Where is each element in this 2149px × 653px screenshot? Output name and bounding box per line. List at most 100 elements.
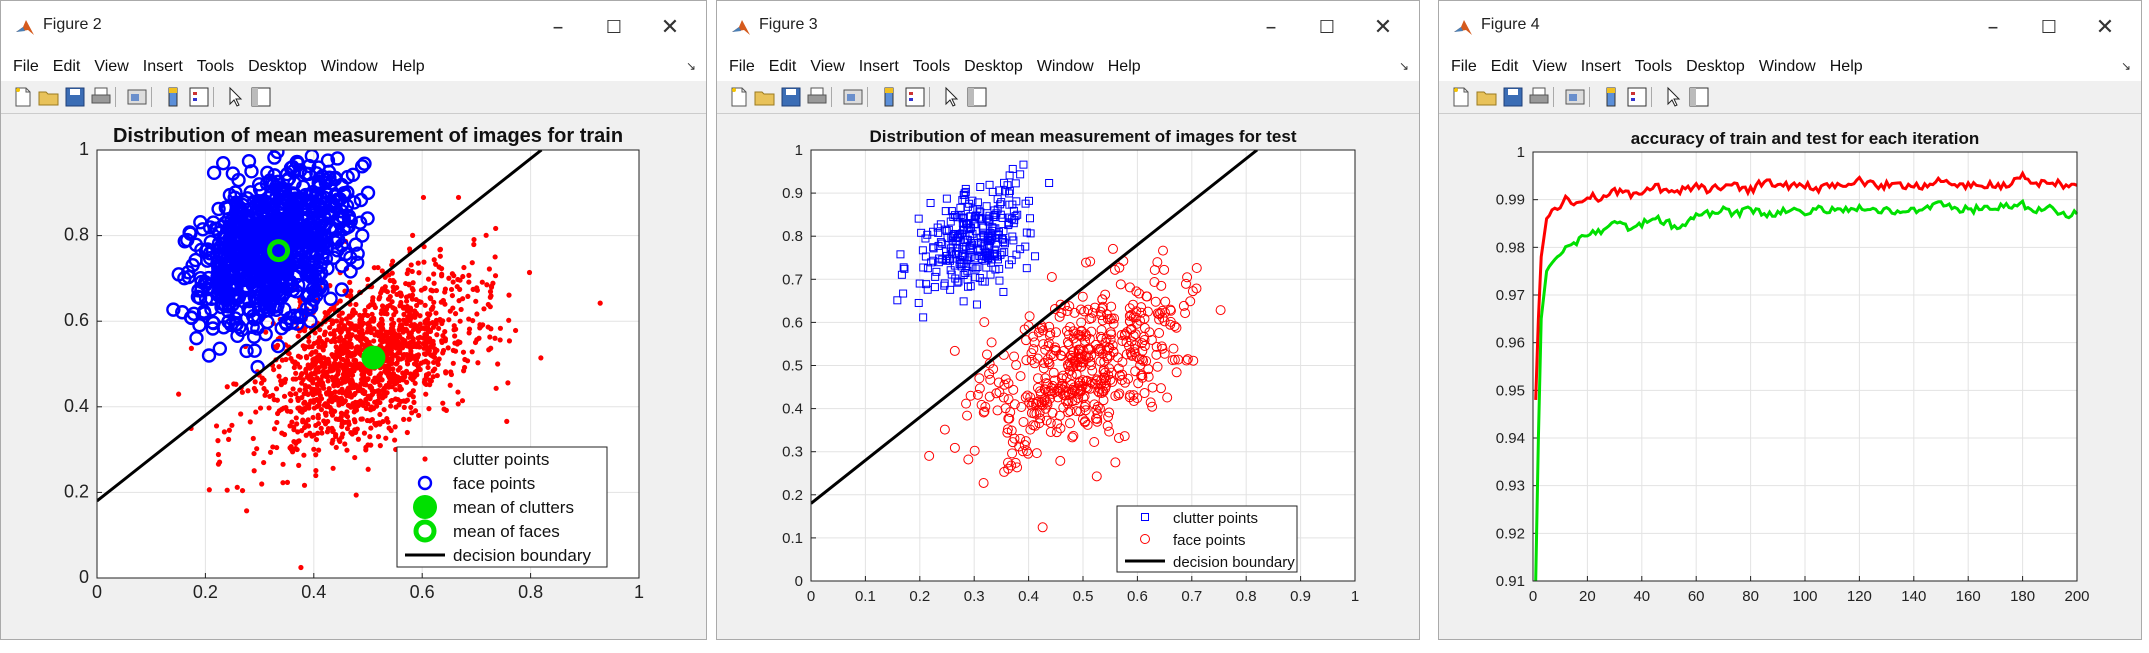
save-icon[interactable] (779, 85, 803, 109)
print-icon[interactable] (805, 85, 829, 109)
link-plot-icon[interactable] (1563, 85, 1587, 109)
data-point (506, 338, 513, 344)
menu-file[interactable]: File (1451, 58, 1477, 75)
pointer-icon[interactable] (939, 85, 963, 109)
data-point (1009, 206, 1018, 215)
close-button[interactable]: ✕ (1373, 15, 1393, 40)
chart-title: Distribution of mean measurement of imag… (870, 127, 1297, 146)
menu-view[interactable]: View (94, 58, 129, 75)
new-file-icon[interactable] (727, 85, 751, 109)
menu-view[interactable]: View (1532, 58, 1567, 75)
data-point (312, 386, 318, 393)
open-folder-icon[interactable] (753, 85, 777, 109)
close-button[interactable]: ✕ (660, 15, 680, 40)
train-scatter-chart[interactable]: 0 0.2 0.4 0.6 0.8 1 0 0.2 0.4 0.6 0.8 1 Distribution… (3, 114, 706, 639)
data-point (427, 328, 434, 335)
menu-insert[interactable]: Insert (858, 58, 899, 75)
close-button[interactable]: ✕ (2095, 15, 2115, 40)
menu-file[interactable]: File (729, 58, 755, 75)
menu-help[interactable]: Help (1107, 58, 1141, 75)
data-point (291, 364, 297, 371)
data-point (367, 384, 373, 390)
data-point (314, 375, 320, 381)
data-point (1034, 418, 1045, 429)
colorbar-icon[interactable] (1599, 85, 1623, 109)
property-editor-icon[interactable] (965, 85, 989, 109)
maximize-button[interactable]: ☐ (2040, 17, 2058, 38)
new-file-icon[interactable] (11, 85, 35, 109)
link-plot-icon[interactable] (125, 85, 149, 109)
new-file-icon[interactable] (1449, 85, 1473, 109)
menu-edit[interactable]: Edit (52, 58, 81, 75)
menu-tools[interactable]: Tools (912, 58, 951, 75)
data-point (422, 302, 428, 308)
minimize-button[interactable]: – (1987, 15, 1999, 40)
maximize-button[interactable]: ☐ (605, 17, 623, 38)
menu-desktop[interactable]: Desktop (1686, 58, 1745, 75)
y-tick-label: 0.2 (64, 481, 89, 501)
y-tick-label: 0.99 (1496, 192, 1525, 209)
menu-window[interactable]: Window (1036, 58, 1094, 75)
accuracy-line-chart[interactable]: 0 20 40 60 80 100 120 140 160 180 200 0.91 0.92 0.93 0… (1441, 114, 2141, 639)
title-bar[interactable]: Figure 3 – ☐ ✕ (717, 1, 1419, 55)
data-point (441, 406, 447, 412)
save-icon[interactable] (1501, 85, 1525, 109)
menu-view[interactable]: View (810, 58, 845, 75)
menu-insert[interactable]: Insert (1580, 58, 1621, 75)
data-point (294, 446, 300, 453)
data-point (460, 349, 467, 355)
link-plot-icon[interactable] (841, 85, 865, 109)
open-folder-icon[interactable] (37, 85, 61, 109)
data-point (1143, 364, 1154, 375)
print-icon[interactable] (1527, 85, 1551, 109)
menu-tools[interactable]: Tools (196, 58, 235, 75)
title-bar[interactable]: Figure 2 – ☐ ✕ (1, 1, 706, 55)
menu-help[interactable]: Help (391, 58, 425, 75)
data-point (344, 388, 350, 394)
colorbar-icon[interactable] (877, 85, 901, 109)
test-scatter-chart[interactable]: 0 0.1 0.2 0.3 0.4 0.5 0.6 0.7 0.8 0.9 1 0 0.1 0.2 0.3 0… (719, 114, 1419, 639)
data-point (251, 177, 267, 192)
dock-arrow-icon[interactable]: ↘ (685, 59, 696, 73)
legend-icon[interactable] (187, 85, 211, 109)
legend-icon[interactable] (1625, 85, 1649, 109)
pointer-icon[interactable] (1661, 85, 1685, 109)
data-point (386, 336, 393, 342)
menu-insert[interactable]: Insert (142, 58, 183, 75)
menu-window[interactable]: Window (1758, 58, 1816, 75)
menu-desktop[interactable]: Desktop (248, 58, 307, 75)
data-point (278, 378, 284, 384)
data-point (961, 184, 970, 193)
title-bar[interactable]: Figure 4 – ☐ ✕ (1439, 1, 2141, 55)
pointer-icon[interactable] (223, 85, 247, 109)
data-point (1098, 386, 1109, 397)
legend-icon[interactable] (903, 85, 927, 109)
menu-tools[interactable]: Tools (1634, 58, 1673, 75)
data-point (409, 296, 415, 302)
menu-file[interactable]: File (13, 58, 39, 75)
minimize-button[interactable]: – (552, 15, 564, 40)
dock-arrow-icon[interactable]: ↘ (2120, 59, 2131, 73)
menu-edit[interactable]: Edit (1490, 58, 1519, 75)
data-point (346, 195, 362, 210)
data-point (487, 334, 493, 340)
data-point (1042, 379, 1053, 390)
minimize-button[interactable]: – (1265, 15, 1277, 40)
save-icon[interactable] (63, 85, 87, 109)
menu-window[interactable]: Window (320, 58, 378, 75)
menu-help[interactable]: Help (1829, 58, 1863, 75)
print-icon[interactable] (89, 85, 113, 109)
menu-desktop[interactable]: Desktop (964, 58, 1023, 75)
property-editor-icon[interactable] (1687, 85, 1711, 109)
open-folder-icon[interactable] (1475, 85, 1499, 109)
data-point (492, 335, 498, 341)
maximize-button[interactable]: ☐ (1318, 17, 1336, 38)
dock-arrow-icon[interactable]: ↘ (1398, 59, 1409, 73)
data-point (1097, 294, 1108, 305)
menu-edit[interactable]: Edit (768, 58, 797, 75)
data-point (1119, 431, 1130, 442)
data-point (1008, 384, 1019, 395)
data-point (344, 353, 351, 360)
property-editor-icon[interactable] (249, 85, 273, 109)
colorbar-icon[interactable] (161, 85, 185, 109)
